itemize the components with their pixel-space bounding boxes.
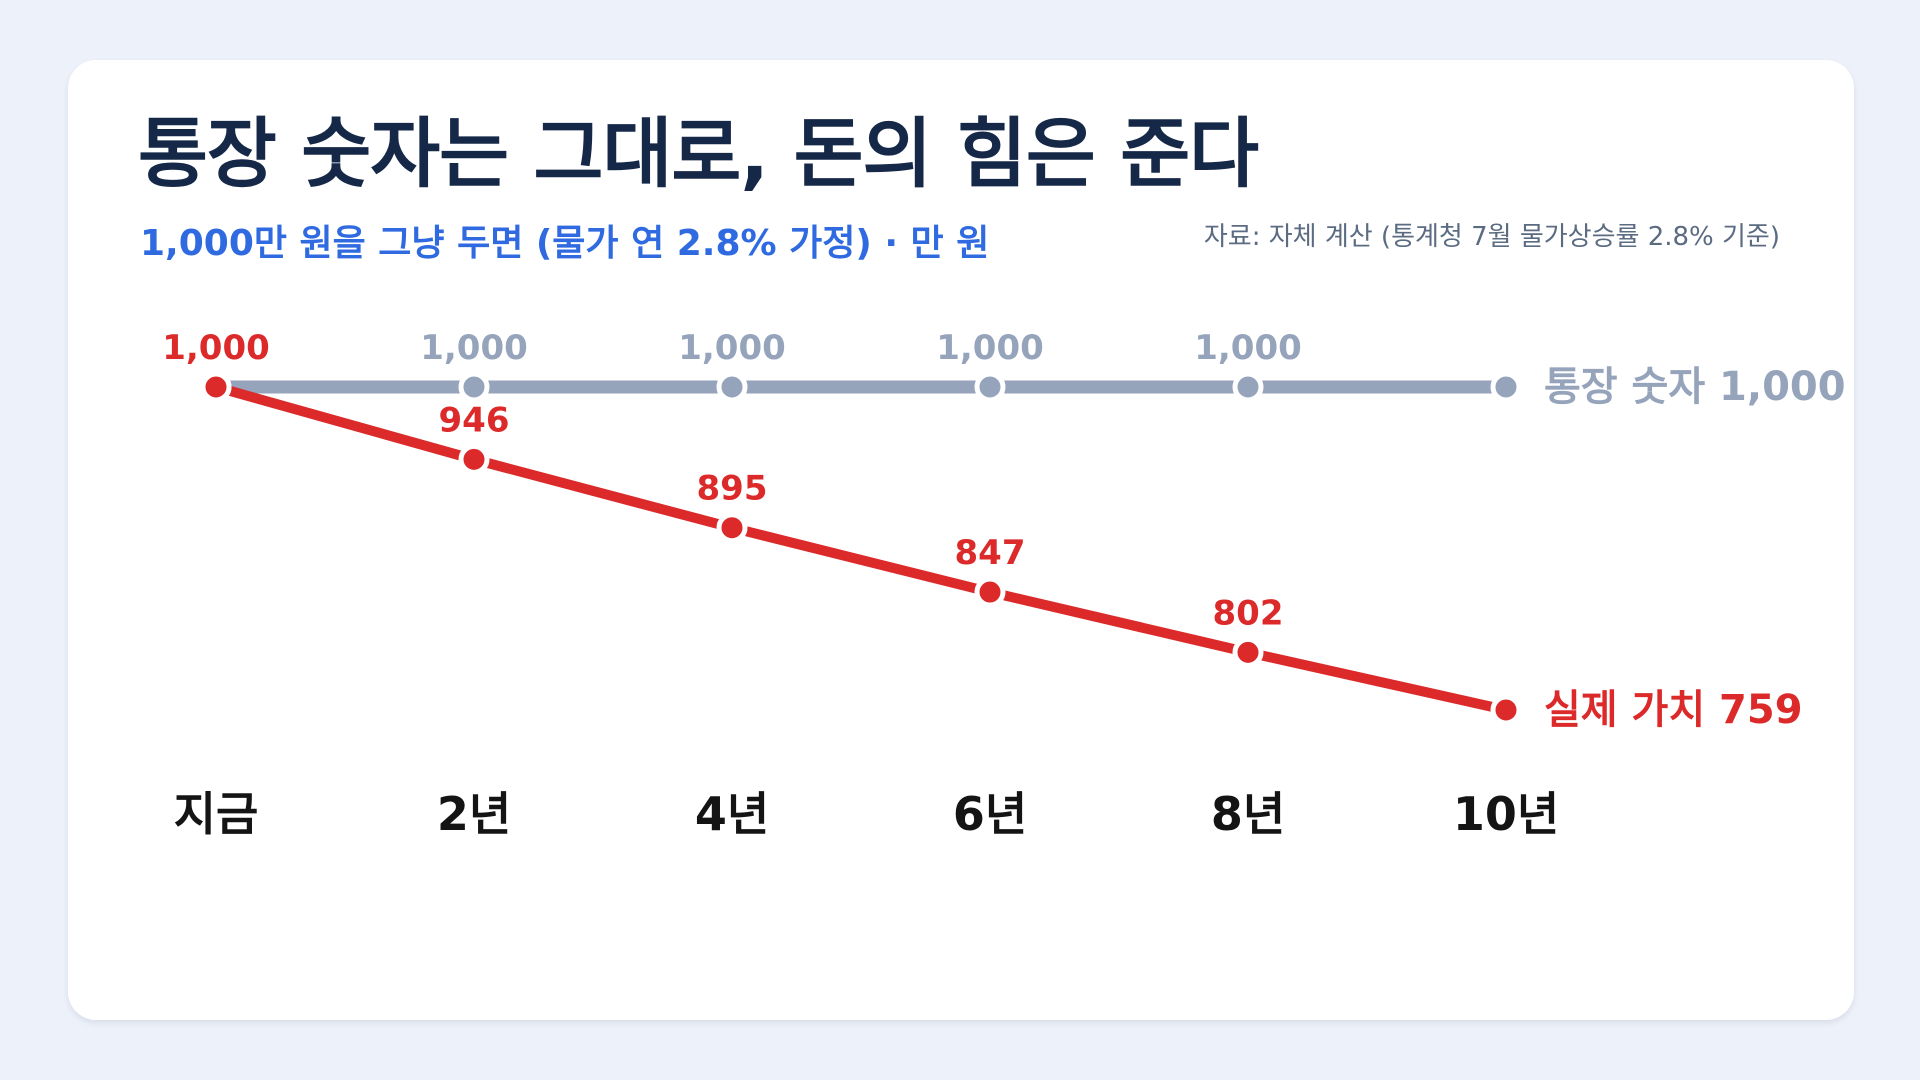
data-point-bank-1 [458, 371, 490, 403]
chart-subtitle: 1,000만 원을 그냥 두면 (물가 연 2.8% 가정) · 만 원 [140, 223, 990, 264]
data-point-real-2 [716, 512, 748, 544]
data-point-real-1 [458, 443, 490, 475]
end-label-real: 실제 가치 759 [1544, 687, 1803, 733]
data-point-bank-5 [1490, 371, 1522, 403]
data-point-real-0 [200, 371, 232, 403]
x-tick-label-1: 2년 [437, 787, 511, 841]
end-label-bank: 통장 숫자 1,000 [1544, 364, 1846, 410]
data-label-real-2: 895 [697, 469, 768, 509]
x-tick-label-4: 8년 [1211, 787, 1285, 841]
chart-card [68, 60, 1854, 1020]
series-line-real [211, 382, 1511, 715]
data-point-bank-4 [1232, 371, 1264, 403]
chart-source: 자료: 자체 계산 (통계청 7월 물가상승률 2.8% 기준) [1203, 222, 1780, 252]
x-tick-label-0: 지금 [174, 787, 259, 841]
data-point-real-4 [1232, 636, 1264, 668]
data-point-bank-3 [974, 371, 1006, 403]
data-point-real-5 [1490, 694, 1522, 726]
data-point-real-3 [974, 576, 1006, 608]
data-point-bank-2 [716, 371, 748, 403]
data-label-real-3: 847 [955, 533, 1026, 573]
x-tick-label-3: 6년 [953, 787, 1027, 841]
data-label-bank-4: 1,000 [1194, 328, 1302, 368]
x-tick-label-2: 4년 [695, 787, 769, 841]
x-tick-label-5: 10년 [1453, 787, 1559, 841]
data-label-real-1: 946 [439, 400, 510, 440]
data-label-real-4: 802 [1213, 593, 1284, 633]
data-label-bank-2: 1,000 [678, 328, 786, 368]
data-label-real-0: 1,000 [162, 328, 270, 368]
chart-title: 통장 숫자는 그대로, 돈의 힘은 준다 [138, 109, 1259, 198]
data-label-bank-1: 1,000 [420, 328, 528, 368]
data-label-bank-3: 1,000 [936, 328, 1044, 368]
